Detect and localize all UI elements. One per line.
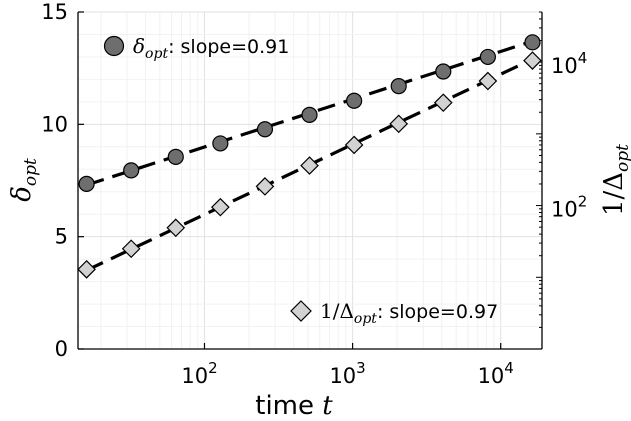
right-axis-label: 1/Δopt xyxy=(599,144,631,216)
diamond-marker xyxy=(300,156,319,175)
left-tick-label: 15 xyxy=(41,0,68,24)
tick-labels: 0 5 10 15 102 103 104 102 104 xyxy=(41,0,587,388)
left-axis-label: δopt xyxy=(7,158,41,202)
right-tick-label: 104 xyxy=(551,49,587,78)
x-tick-label: 102 xyxy=(181,359,217,388)
diamond-marker xyxy=(121,239,141,259)
circle-marker xyxy=(479,48,496,66)
circle-marker xyxy=(256,121,274,138)
legend-diamond-marker xyxy=(290,300,312,322)
left-tick-label: 10 xyxy=(41,112,68,136)
diamond-marker xyxy=(255,177,275,196)
diamond-marker xyxy=(344,135,364,155)
circle-marker xyxy=(524,34,541,51)
diamond-marker xyxy=(166,218,186,238)
diamond-marker xyxy=(478,71,498,91)
circle-marker xyxy=(301,106,318,123)
grid xyxy=(78,11,542,350)
legend-delta-opt: δopt: slope=0.91 xyxy=(133,34,289,62)
fit-line-delta-opt xyxy=(86,39,533,187)
diamond-marker xyxy=(211,197,230,217)
circle-marker xyxy=(435,63,452,80)
left-tick-label: 0 xyxy=(55,337,68,361)
x-tick-label: 104 xyxy=(478,359,514,388)
diamond-marker xyxy=(389,114,409,134)
axes xyxy=(77,11,543,350)
diamond-marker xyxy=(523,51,542,70)
diamond-marker xyxy=(433,93,453,113)
left-tick-label: 5 xyxy=(55,225,68,249)
legends: δopt: slope=0.91 1/Δopt: slope=0.97 xyxy=(103,34,498,327)
circle-marker xyxy=(390,78,407,95)
circle-marker xyxy=(123,162,140,179)
circle-marker xyxy=(167,148,184,166)
x-axis-label: time t xyxy=(255,391,333,421)
legend-inv-Delta-opt: 1/Δopt: slope=0.97 xyxy=(320,299,498,327)
x-tick-label: 103 xyxy=(329,359,365,388)
data-markers xyxy=(77,34,542,279)
fit-lines xyxy=(85,39,534,272)
legend-circle-marker xyxy=(103,35,125,57)
axis-labels: time t δopt 1/Δopt xyxy=(7,144,631,421)
circle-marker xyxy=(78,175,95,192)
circle-marker xyxy=(212,135,229,152)
circle-marker xyxy=(346,92,363,109)
diamond-marker xyxy=(77,260,96,279)
right-tick-label: 102 xyxy=(551,193,587,222)
